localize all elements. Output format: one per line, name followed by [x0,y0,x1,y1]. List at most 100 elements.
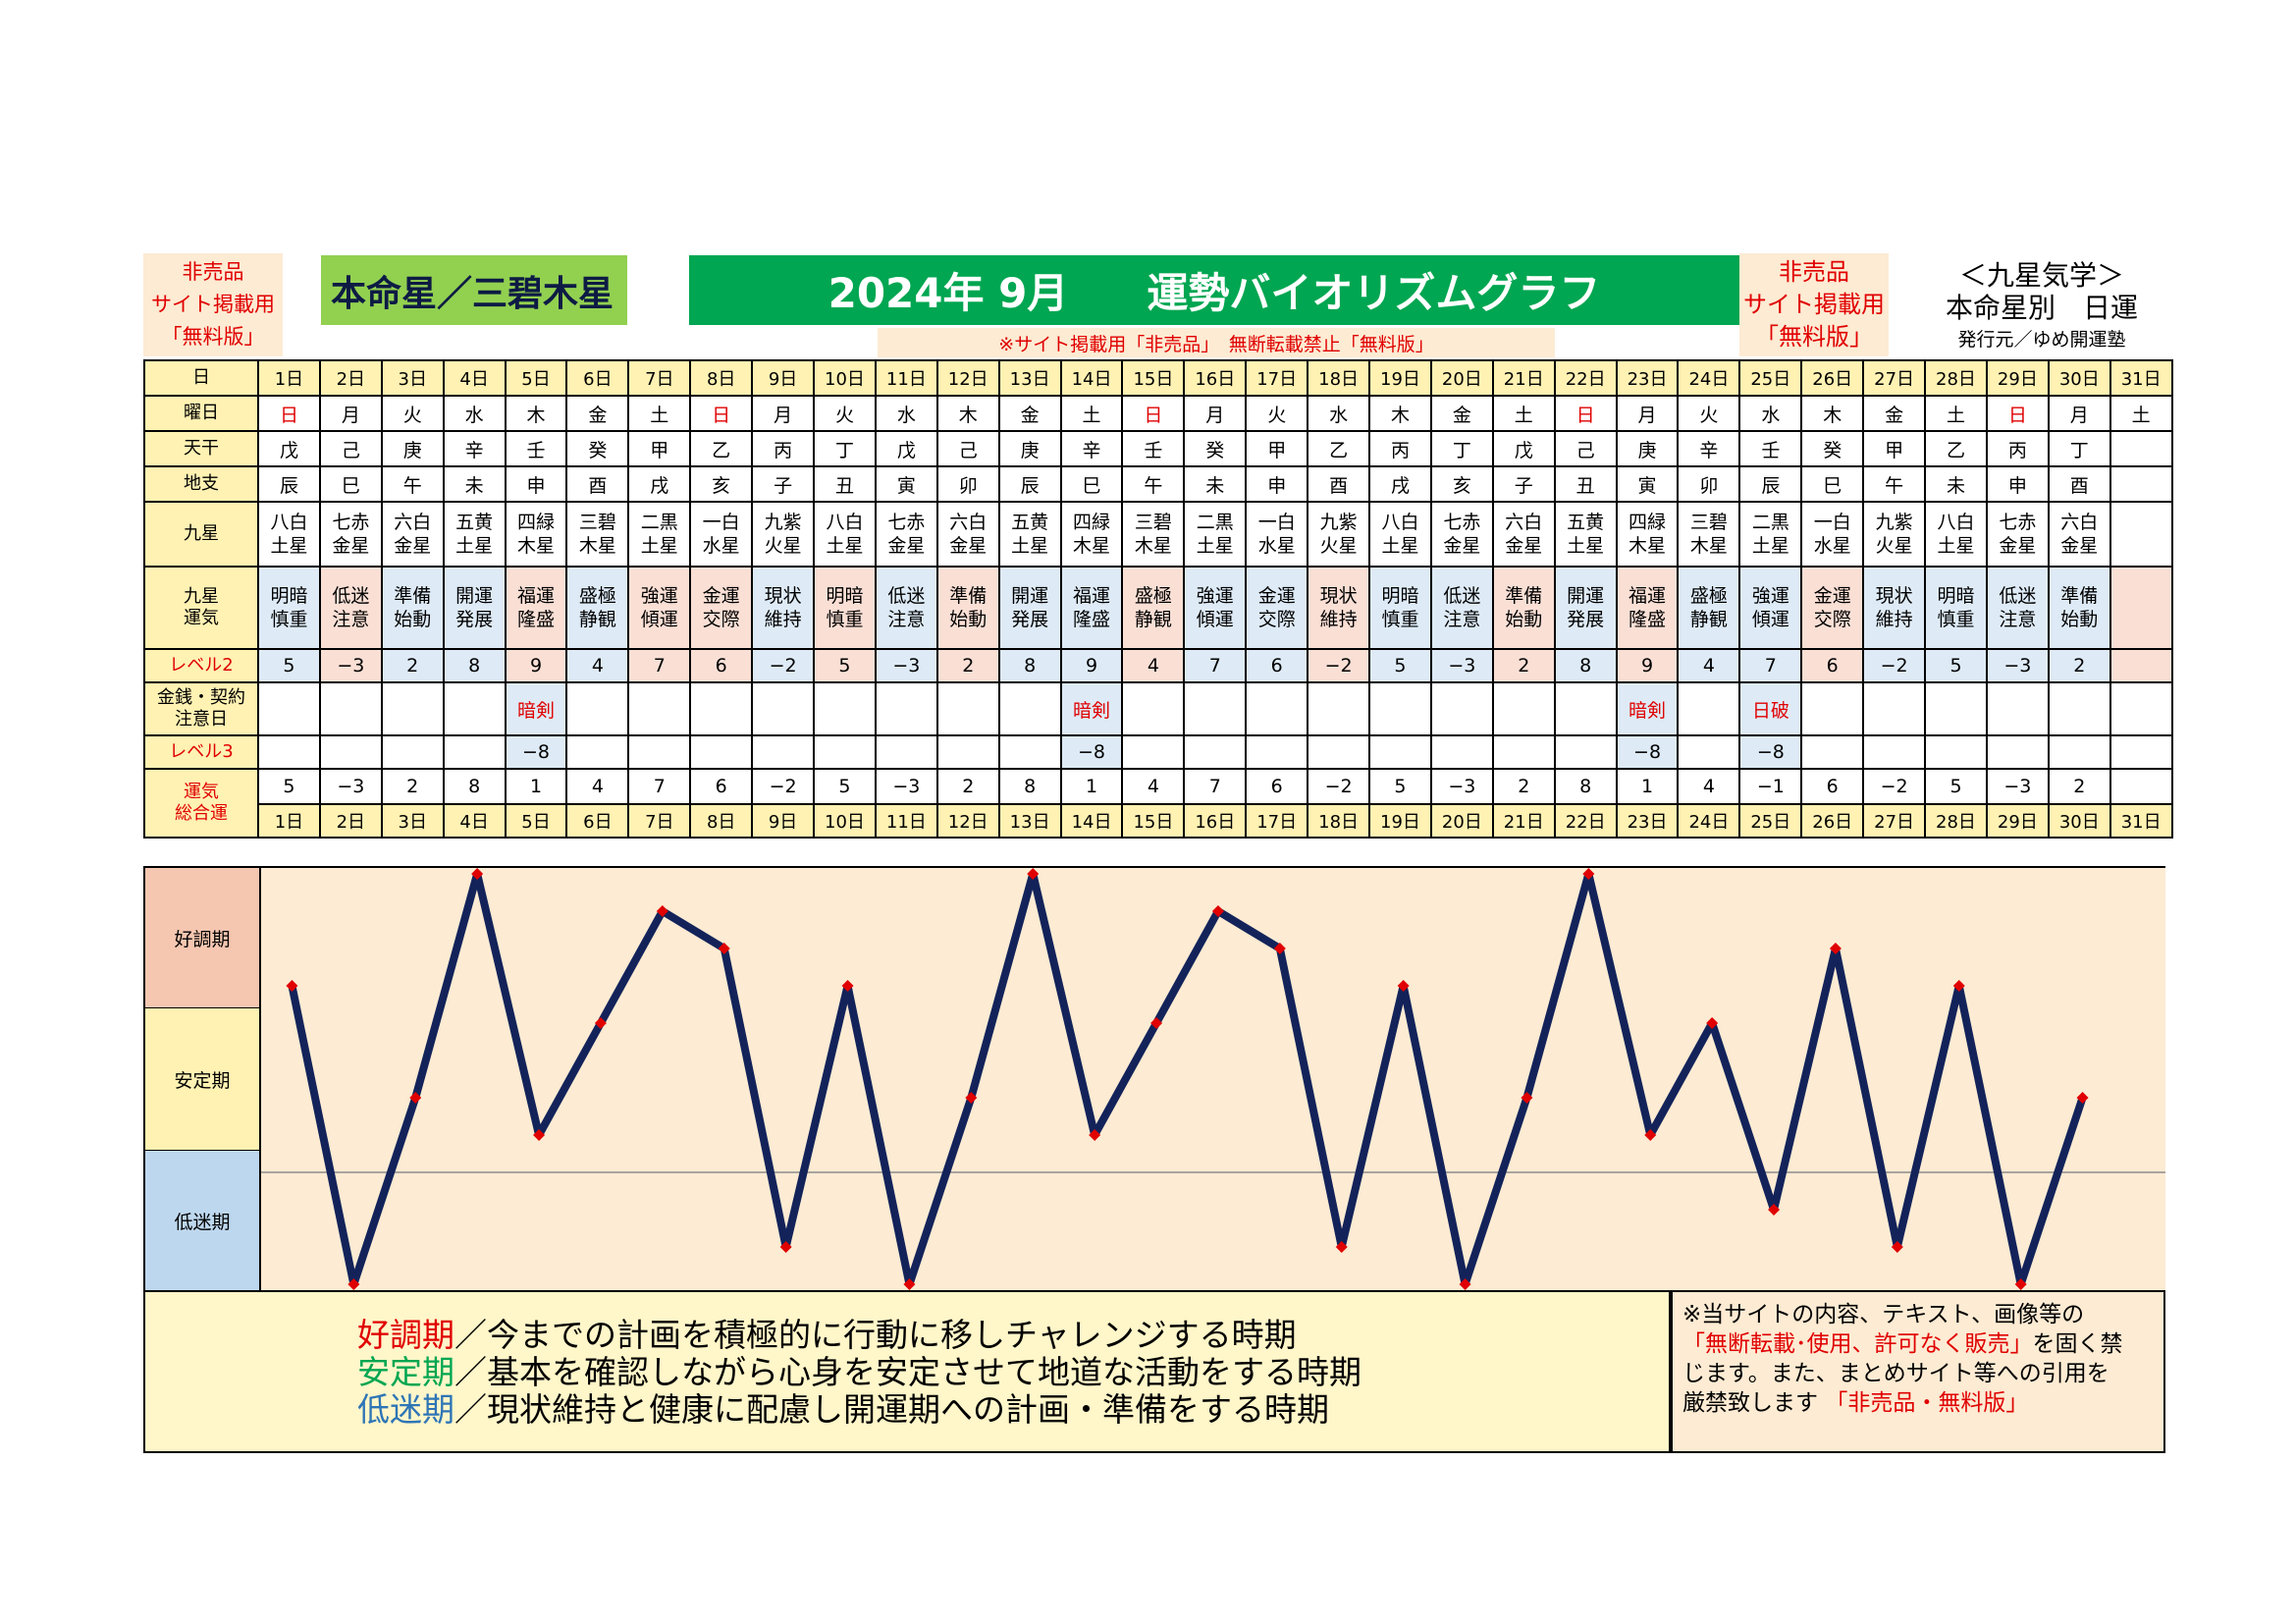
kyusei-cell-line: 土星 [1196,535,1234,557]
sogo-cell: 8 [442,768,507,805]
kyusei-cell-line: 水星 [702,535,740,557]
kyusei-cell-line: 金星 [332,535,370,557]
sogo-cell: 7 [1183,768,1248,805]
data-point-day-10 [841,980,854,992]
level3-cell [1800,734,1865,770]
unki-cell: 金運 交際 [689,566,754,650]
kyusei-cell: 五黄 土星 [442,501,507,568]
tenkan-cell: 癸 [565,430,630,467]
days-row: 日 1日 2日 3日 4日 5日 6日 7日 8日 9日 10日 11日 12日 13日 14日 15日 16日… [143,359,2173,397]
weekday-cell: 日 [689,395,754,432]
weekday-cell: 水 [1738,395,1803,432]
kinsen-cell [627,681,692,736]
chishi-cell: 酉 [2047,465,2111,503]
day-cell: 10日 [813,359,877,397]
data-point-day-22 [1582,868,1595,880]
kyusei-cell-line: 木星 [517,535,556,557]
unki-cell-line: 明暗 [1381,585,1419,607]
chishi-cell: 寅 [874,465,938,503]
unki-cell-line: 強運 [1196,585,1234,607]
level2-cell: 8 [997,648,1062,683]
kyusei-cell-line: 六白 [1505,512,1543,533]
kyusei-cell-line: 八白 [1937,512,1975,533]
day-cell: 12日 [935,359,1000,397]
kyusei-cell-line: 火星 [764,535,802,557]
day-cell: 27日 [1862,359,1927,397]
sogo-cell: 1 [1615,768,1680,805]
tenkan-cell: 乙 [689,430,754,467]
day-cell: 7日 [627,359,692,397]
kyusei-cell: 七赤 金星 [1429,501,1494,568]
unki-cell-line: 始動 [2060,609,2099,630]
unki-cell-line: 低迷 [332,585,370,607]
weekday-cell: 金 [1862,395,1927,432]
day-cell-bottom: 24日 [1677,803,1741,839]
data-point-day-16 [1211,905,1224,917]
level2-cell: 4 [565,648,630,683]
level3-cell: −8 [1615,734,1680,770]
data-point-day-11 [903,1278,916,1290]
sogo-cell: −2 [751,768,816,805]
day-cell: 13日 [997,359,1062,397]
unki-cell-line: 発展 [1011,609,1049,630]
weekday-cell: 水 [874,395,938,432]
kyusei-cell: 六白 金星 [935,501,1000,568]
unki-cell-line: 発展 [1567,609,1605,630]
level2-cell: 5 [1924,648,1988,683]
level2-cell: 6 [1245,648,1309,683]
kyusei-cell: 一白 水星 [1800,501,1865,568]
kyusei-cell: 五黄 土星 [997,501,1062,568]
kyusei-cell [2109,501,2173,568]
legend-stable-text: ／基本を確認しながら心身を安定させて地道な活動をする時期 [454,1353,1362,1391]
unki-cell-line: 福運 [1073,585,1111,607]
biorhythm-chart [259,868,2165,1290]
kyusei-subtitle: 本命星別 日運 [1945,291,2138,324]
level2-row-label: レベル2 [143,648,259,683]
tenkan-cell: 己 [318,430,383,467]
unki-cell-line: 慎重 [1937,609,1975,630]
weekday-cell: 月 [1615,395,1680,432]
kyusei-cell-line: 八白 [270,512,308,533]
unki-cell: 準備 始動 [2047,566,2111,650]
kyusei-cell-line: 木星 [1629,535,1667,557]
weekday-cell: 火 [380,395,445,432]
chishi-cell: 卯 [935,465,1000,503]
kyusei-cell-line: 五黄 [455,512,494,533]
weekday-cell: 月 [318,395,383,432]
legend-stable: 安定期／基本を確認しながら心身を安定させて地道な活動をする時期 [357,1353,1362,1392]
unki-cell-line: 維持 [1319,609,1358,630]
level2-cell: −3 [1985,648,2050,683]
kyusei-cell-line: 土星 [1937,535,1975,557]
copyright-line2-rest: を固く禁 [2032,1331,2123,1357]
unki-cell-line: 注意 [332,609,370,630]
kyusei-cell-line: 火星 [1875,535,1913,557]
unki-cell-line: 低迷 [1999,585,2037,607]
kinsen-cell: 暗剣 [504,681,568,736]
sogo-label-line: 運気 [184,782,219,802]
data-point-day-21 [1521,1092,1533,1104]
tenkan-cell: 己 [935,430,1000,467]
chishi-cell: 申 [1985,465,2050,503]
day-cell-bottom: 17日 [1245,803,1309,839]
data-point-day-25 [1768,1204,1781,1216]
day-cell-bottom: 21日 [1491,803,1556,839]
data-point-day-13 [1027,868,1040,880]
tenkan-cell: 庚 [380,430,445,467]
kyusei-cell-line: 四緑 [1629,512,1667,533]
unki-cell: 現状 維持 [1307,566,1371,650]
chishi-cell: 丑 [1553,465,1618,503]
day-cell: 17日 [1245,359,1309,397]
sogo-cell: −3 [1429,768,1494,805]
kyusei-cell-line: 火星 [1319,535,1358,557]
kyusei-cell-line: 三碧 [1134,512,1172,533]
kyusei-cell-line: 木星 [1134,535,1172,557]
kinsen-cell [997,681,1062,736]
tenkan-cell: 癸 [1183,430,1248,467]
kyusei-cell-line: 八白 [826,512,864,533]
level2-cell: −2 [1307,648,1371,683]
kinsen-cell [1985,681,2050,736]
weekday-cell: 日 [1553,395,1618,432]
level2-cell: 5 [257,648,321,683]
kyusei-title: ＜九星気学＞ [1958,258,2124,292]
level2-cell: 6 [689,648,754,683]
